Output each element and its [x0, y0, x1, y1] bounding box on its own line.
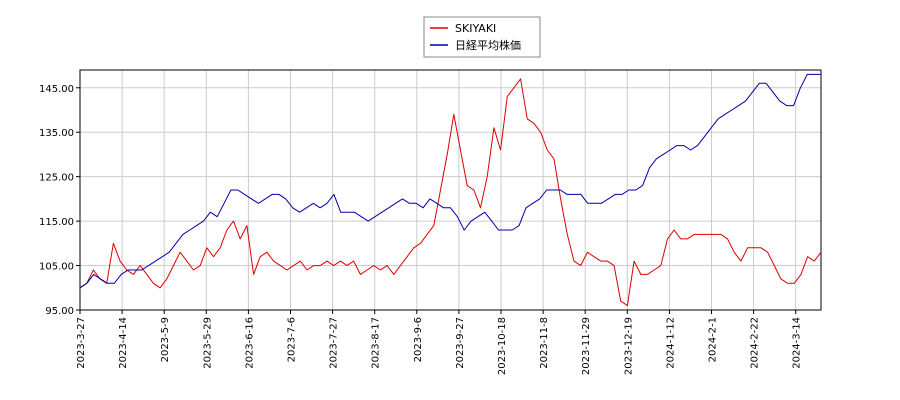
y-tick-label: 135.00 [39, 128, 74, 139]
x-tick-label: 2023-4-14 [118, 317, 129, 369]
x-tick-label: 2023-12-19 [623, 317, 634, 375]
y-axis: 95.00 105.00 115.00 125.00 135.00 145.00 [39, 84, 80, 317]
x-tick-label: 2023-6-16 [244, 317, 255, 369]
y-tick-label: 115.00 [39, 217, 74, 228]
grid-lines [79, 70, 821, 311]
x-tick-label: 2023-5-9 [160, 317, 171, 362]
series-layer [79, 73, 822, 307]
legend-label-skiyaki: SKIYAKI [455, 22, 496, 35]
x-tick-label: 2023-8-17 [371, 317, 382, 369]
y-tick-label: 125.00 [39, 173, 74, 184]
x-tick-label: 2023-9-6 [413, 317, 424, 362]
y-tick-label: 95.00 [45, 306, 74, 317]
x-tick-label: 2023-10-18 [497, 317, 508, 375]
x-tick-label: 2024-3-14 [792, 317, 803, 369]
series-line-skiyaki [79, 78, 822, 307]
legend: SKIYAKI 日経平均株価 [423, 16, 541, 58]
x-tick-label: 2023-11-8 [539, 317, 550, 369]
x-tick-label: 2023-7-27 [329, 317, 340, 369]
x-tick-label: 2024-1-12 [665, 317, 676, 369]
x-axis: 2023-3-27 2023-4-14 2023-5-9 2023-5-29 2023-… [76, 310, 803, 375]
y-tick-label: 105.00 [39, 262, 74, 273]
plot-area [79, 69, 822, 311]
x-tick-label: 2024-2-1 [708, 317, 719, 362]
series-line-nikkei [79, 73, 821, 289]
x-tick-label: 2023-9-27 [455, 317, 466, 369]
y-tick-label: 145.00 [39, 84, 74, 95]
x-tick-label: 2023-5-29 [202, 317, 213, 369]
legend-label-nikkei: 日経平均株価 [455, 38, 521, 52]
x-tick-label: 2023-3-27 [76, 317, 87, 369]
x-tick-label: 2024-2-22 [750, 317, 761, 369]
legend-box [423, 16, 541, 58]
x-tick-label: 2023-7-6 [287, 317, 298, 362]
x-tick-label: 2023-11-29 [581, 317, 592, 375]
